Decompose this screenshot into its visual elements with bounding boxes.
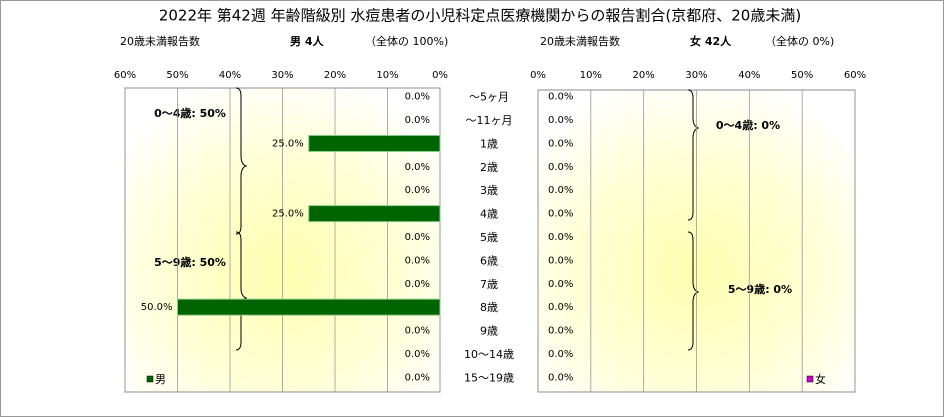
value-label: 0.0% xyxy=(548,185,573,196)
x-tick-label: 20% xyxy=(633,70,655,81)
category-label: 1歳 xyxy=(480,137,498,150)
annotation: 5～9歳: 50% xyxy=(154,255,226,269)
x-tick-label: 0% xyxy=(530,70,546,81)
value-label: 25.0% xyxy=(272,209,304,220)
annotation: 5～9歳: 0% xyxy=(728,282,792,296)
value-label: 0.0% xyxy=(548,326,573,337)
value-label: 0.0% xyxy=(548,232,573,243)
header: 男 4人 xyxy=(290,34,324,48)
bar xyxy=(308,134,441,152)
legend-label: 女 xyxy=(815,372,826,386)
value-label: 0.0% xyxy=(405,232,430,243)
category-label: 3歳 xyxy=(480,184,498,197)
legend-label: 男 xyxy=(155,373,166,386)
value-label: 0.0% xyxy=(548,302,573,313)
value-label: 0.0% xyxy=(548,138,573,149)
value-label: 0.0% xyxy=(548,279,573,290)
annotation: 0～4歳: 0% xyxy=(716,118,780,132)
brace xyxy=(687,89,700,221)
value-label: 25.0% xyxy=(272,138,304,149)
category-label: 4歳 xyxy=(480,208,498,221)
value-label: 0.0% xyxy=(405,326,430,337)
category-label: ～5ヶ月 xyxy=(469,91,509,104)
value-label: 50.0% xyxy=(141,302,173,313)
category-label: 2歳 xyxy=(480,161,498,174)
x-tick-label: 10% xyxy=(580,70,602,81)
legend-swatch xyxy=(146,375,154,383)
brace xyxy=(235,87,248,235)
category-label: 15～19歳 xyxy=(464,371,514,384)
value-label: 0.0% xyxy=(405,162,430,173)
header: （全体の 100%) xyxy=(365,34,448,48)
value-label: 0.0% xyxy=(548,92,573,103)
category-label: 7歳 xyxy=(480,278,498,291)
legend-swatch xyxy=(806,375,814,383)
x-tick-label: 50% xyxy=(791,70,813,81)
x-tick-label: 30% xyxy=(685,70,707,81)
x-tick-label: 30% xyxy=(271,70,293,81)
annotation: 0～4歳: 50% xyxy=(154,106,226,120)
value-label: 0.0% xyxy=(405,349,430,360)
value-label: 0.0% xyxy=(405,372,430,383)
value-label: 0.0% xyxy=(548,209,573,220)
value-label: 0.0% xyxy=(548,372,573,383)
value-label: 0.0% xyxy=(405,185,430,196)
category-label: 9歳 xyxy=(480,325,498,338)
category-label: 8歳 xyxy=(480,301,498,314)
category-label: 10～14歳 xyxy=(464,348,514,361)
x-tick-label: 40% xyxy=(738,70,760,81)
chart-title: 2022年 第42週 年齢階級別 水痘患者の小児科定点医療機関からの報告割合(京… xyxy=(159,7,801,25)
value-label: 0.0% xyxy=(548,115,573,126)
x-tick-label: 10% xyxy=(376,70,398,81)
brace xyxy=(235,231,248,351)
x-tick-label: 60% xyxy=(114,70,136,81)
x-tick-label: 60% xyxy=(844,70,866,81)
header: 20歳未満報告数 xyxy=(540,35,620,48)
category-label: 6歳 xyxy=(480,254,498,267)
header: 女 42人 xyxy=(690,34,732,48)
header: （全体の 0%) xyxy=(765,34,834,48)
brace xyxy=(687,231,700,351)
category-label: ～11ヶ月 xyxy=(466,114,513,127)
bar xyxy=(177,298,441,316)
header: 20歳未満報告数 xyxy=(120,35,200,48)
x-tick-label: 40% xyxy=(219,70,241,81)
value-label: 0.0% xyxy=(405,255,430,266)
value-label: 0.0% xyxy=(548,349,573,360)
x-tick-label: 0% xyxy=(432,70,448,81)
bar xyxy=(308,205,441,223)
value-label: 0.0% xyxy=(405,279,430,290)
value-label: 0.0% xyxy=(405,115,430,126)
value-label: 0.0% xyxy=(405,92,430,103)
value-label: 0.0% xyxy=(548,255,573,266)
x-tick-label: 20% xyxy=(324,70,346,81)
x-tick-label: 50% xyxy=(166,70,188,81)
value-label: 0.0% xyxy=(548,162,573,173)
category-label: 5歳 xyxy=(480,231,498,244)
